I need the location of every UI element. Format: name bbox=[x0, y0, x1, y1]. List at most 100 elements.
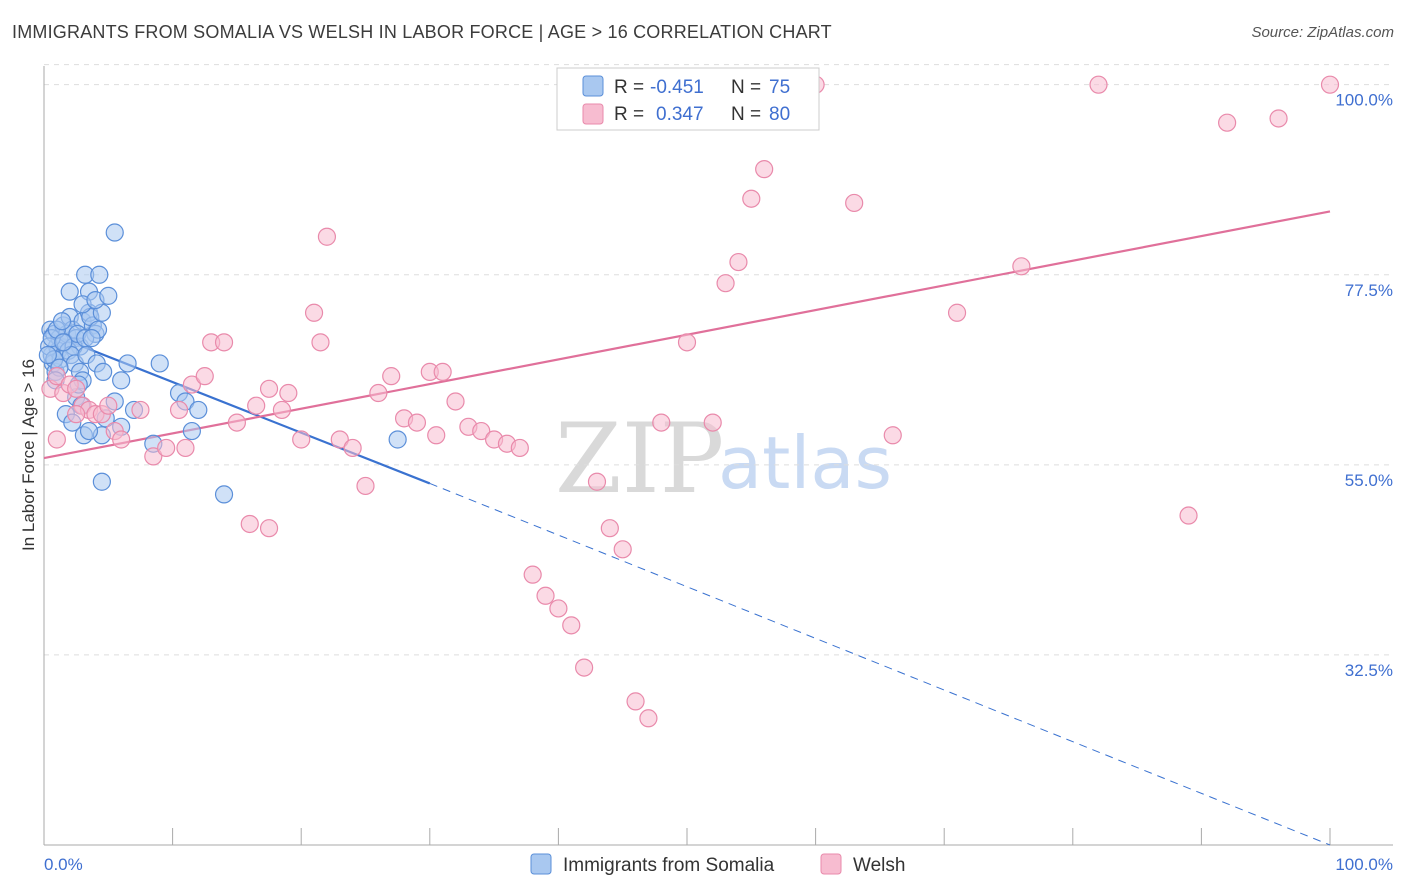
welsh-point bbox=[99, 396, 118, 415]
welsh-point bbox=[1089, 75, 1108, 94]
x-tick-label-end: 100.0% bbox=[1335, 855, 1393, 874]
series-welsh-points bbox=[41, 75, 1340, 728]
welsh-point bbox=[131, 400, 150, 420]
welsh-point bbox=[112, 430, 131, 449]
welsh-point bbox=[272, 400, 292, 420]
welsh-point bbox=[67, 405, 86, 424]
somalia-point bbox=[150, 354, 169, 373]
welsh-point bbox=[562, 616, 581, 635]
welsh-point bbox=[626, 692, 645, 711]
welsh-point bbox=[343, 438, 362, 458]
watermark-zip: ZIP bbox=[555, 403, 724, 515]
legend-n-label-2: N = bbox=[731, 104, 761, 125]
welsh-point bbox=[716, 274, 735, 293]
somalia-point bbox=[94, 362, 113, 382]
legend-r-value-1: -0.451 bbox=[650, 77, 704, 98]
series-somalia-points bbox=[38, 223, 407, 504]
somalia-point bbox=[99, 286, 118, 305]
y-axis-label: In Labor Force | Age > 16 bbox=[19, 359, 38, 551]
trend-line-somalia-extrapolated bbox=[429, 482, 1331, 846]
y-tick-label: 77.5% bbox=[1345, 281, 1393, 300]
welsh-point bbox=[1218, 113, 1237, 132]
bottom-legend: Immigrants from Somalia Welsh bbox=[530, 853, 905, 876]
legend-n-value-2: 80 bbox=[769, 104, 790, 125]
x-tick-label-start: 0.0% bbox=[44, 855, 83, 874]
legend-swatch-somalia bbox=[582, 75, 604, 97]
welsh-point bbox=[195, 367, 214, 386]
welsh-point bbox=[1320, 75, 1340, 94]
welsh-point bbox=[729, 252, 748, 272]
welsh-point bbox=[157, 438, 176, 458]
somalia-point bbox=[92, 472, 111, 491]
welsh-point bbox=[182, 375, 201, 394]
welsh-point bbox=[356, 476, 375, 496]
bottom-legend-swatch-somalia bbox=[530, 853, 552, 875]
welsh-point bbox=[259, 519, 279, 538]
somalia-point bbox=[90, 265, 109, 284]
somalia-point bbox=[189, 400, 208, 420]
chart-title: IMMIGRANTS FROM SOMALIA VS WELSH IN LABO… bbox=[12, 22, 832, 42]
somalia-point bbox=[182, 421, 201, 441]
somalia-point bbox=[54, 333, 73, 352]
welsh-point bbox=[47, 367, 66, 386]
welsh-point bbox=[259, 379, 279, 398]
legend-r-label-1: R = bbox=[614, 77, 644, 98]
watermark-atlas: atlas bbox=[718, 421, 892, 505]
welsh-point bbox=[549, 599, 568, 618]
welsh-point bbox=[1179, 506, 1198, 525]
axes bbox=[43, 66, 1393, 846]
somalia-point bbox=[112, 371, 131, 390]
welsh-point bbox=[407, 413, 427, 432]
bottom-legend-label-welsh: Welsh bbox=[853, 855, 905, 876]
somalia-point bbox=[38, 345, 57, 365]
welsh-point bbox=[742, 189, 761, 208]
welsh-point bbox=[382, 367, 401, 386]
watermark: ZIP atlas bbox=[555, 403, 892, 515]
welsh-point bbox=[317, 227, 337, 246]
welsh-point bbox=[240, 514, 259, 534]
welsh-point bbox=[427, 426, 446, 445]
welsh-point bbox=[67, 379, 86, 398]
welsh-point bbox=[214, 333, 234, 352]
legend-swatch-welsh bbox=[582, 103, 604, 125]
welsh-point bbox=[613, 540, 632, 559]
welsh-point bbox=[169, 400, 189, 420]
somalia-point bbox=[105, 223, 124, 242]
bottom-legend-label-somalia: Immigrants from Somalia bbox=[563, 855, 775, 876]
somalia-point bbox=[388, 430, 407, 449]
trend-lines bbox=[43, 210, 1331, 846]
welsh-point bbox=[472, 421, 491, 441]
welsh-point bbox=[1269, 109, 1288, 128]
y-tick-label: 100.0% bbox=[1335, 91, 1393, 110]
welsh-point bbox=[330, 430, 349, 449]
welsh-point bbox=[47, 430, 66, 449]
grid-lines bbox=[44, 64, 1393, 656]
legend-r-value-2: 0.347 bbox=[656, 104, 704, 125]
somalia-point bbox=[82, 329, 101, 348]
x-tick-labels: 0.0% 100.0% bbox=[44, 855, 1393, 874]
somalia-point bbox=[60, 282, 79, 301]
welsh-point bbox=[304, 303, 324, 322]
welsh-point bbox=[247, 396, 266, 415]
welsh-point bbox=[947, 303, 967, 322]
welsh-point bbox=[883, 426, 902, 445]
y-tick-labels: 32.5% 55.0% 77.5% 100.0% bbox=[1335, 91, 1393, 680]
welsh-point bbox=[311, 333, 330, 352]
legend: R = -0.451 N = 75 R = 0.347 N = 80 bbox=[556, 67, 820, 131]
welsh-point bbox=[1012, 257, 1031, 276]
welsh-point bbox=[600, 519, 619, 538]
somalia-point bbox=[52, 312, 72, 331]
chart-source: Source: ZipAtlas.com bbox=[1251, 24, 1394, 41]
welsh-point bbox=[292, 430, 311, 449]
welsh-point bbox=[510, 438, 529, 458]
y-tick-label: 55.0% bbox=[1345, 471, 1393, 490]
welsh-point bbox=[176, 438, 195, 458]
legend-n-label-1: N = bbox=[731, 77, 761, 98]
somalia-point bbox=[79, 421, 99, 441]
somalia-point bbox=[214, 485, 234, 504]
welsh-point bbox=[587, 472, 607, 491]
welsh-point bbox=[446, 392, 465, 411]
welsh-point bbox=[369, 383, 388, 403]
legend-r-label-2: R = bbox=[614, 104, 644, 125]
